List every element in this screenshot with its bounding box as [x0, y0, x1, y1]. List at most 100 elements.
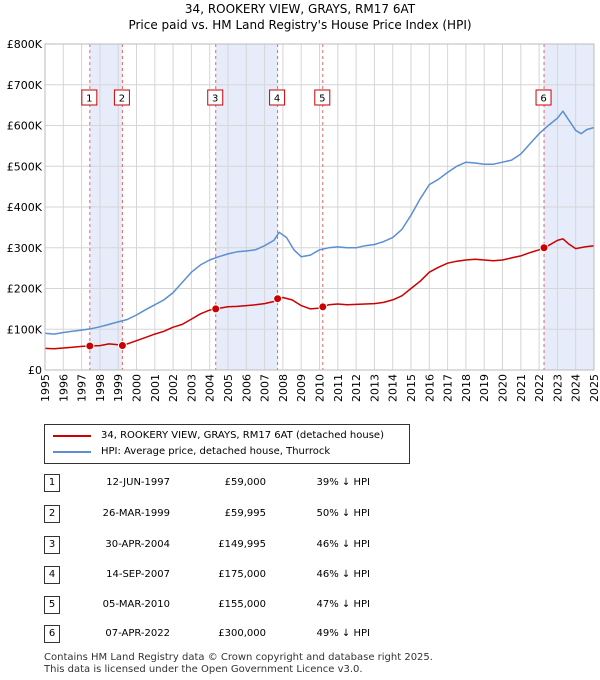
y-tick-label: £200K — [7, 283, 43, 296]
x-tick-label: 2019 — [478, 374, 491, 402]
x-tick-label: 2003 — [185, 374, 198, 402]
table-row: 3 30-APR-2004 £149,995 46% ↓ HPI — [0, 536, 600, 556]
x-tick-label: 2001 — [149, 374, 162, 402]
sale-date: 07-APR-2022 — [105, 628, 170, 639]
sale-hpi-diff: 39% ↓ HPI — [316, 477, 370, 488]
x-tick-label: 2008 — [277, 374, 290, 402]
x-tick-label: 2010 — [314, 374, 327, 402]
x-tick-label: 2023 — [551, 374, 564, 402]
sale-point — [273, 294, 283, 304]
sale-label-box — [207, 89, 224, 106]
y-tick-label: £300K — [7, 242, 43, 255]
sale-date: 12-JUN-1997 — [106, 477, 170, 488]
x-tick-label: 2006 — [240, 374, 253, 402]
x-tick-label: 2021 — [515, 374, 528, 402]
sale-number: 3 — [44, 536, 60, 554]
y-tick-label: £400K — [7, 201, 43, 214]
y-tick-label: £100K — [7, 323, 43, 336]
y-tick-label: £700K — [7, 79, 43, 92]
sale-label-box — [81, 89, 98, 106]
sale-label-box — [113, 89, 130, 106]
sale-number: 6 — [44, 625, 60, 643]
sale-number: 2 — [44, 505, 60, 523]
y-tick-label: £600K — [7, 120, 43, 133]
x-tick-label: 2005 — [222, 374, 235, 402]
sale-number: 1 — [44, 474, 60, 492]
sale-price: £59,000 — [224, 477, 266, 488]
y-tick-label: £0 — [28, 364, 42, 377]
sale-price: £300,000 — [218, 628, 266, 639]
sale-label-number: 4 — [274, 94, 280, 105]
x-tick-label: 2004 — [204, 374, 217, 402]
x-tick-label: 1995 — [39, 374, 52, 402]
x-tick-label: 2014 — [387, 374, 400, 402]
sale-label-number: 3 — [212, 94, 218, 105]
footer-copyright: Contains HM Land Registry data © Crown c… — [44, 652, 433, 663]
legend: 34, ROOKERY VIEW, GRAYS, RM17 6AT (detac… — [44, 424, 410, 464]
sale-hpi-diff: 47% ↓ HPI — [316, 599, 370, 610]
x-tick-label: 2024 — [570, 374, 583, 402]
sale-date: 26-MAR-1999 — [102, 508, 170, 519]
sale-point — [211, 304, 221, 314]
sale-price: £149,995 — [218, 539, 266, 550]
sale-point — [117, 341, 127, 351]
sale-number: 5 — [44, 596, 60, 614]
sale-hpi-diff: 46% ↓ HPI — [316, 539, 370, 550]
x-tick-label: 2007 — [259, 374, 272, 402]
x-tick-label: 2015 — [405, 374, 418, 402]
x-tick-label: 2018 — [460, 374, 473, 402]
sale-price: £175,000 — [218, 569, 266, 580]
legend-label-hpi: HPI: Average price, detached house, Thur… — [101, 446, 331, 457]
chart-title: 34, ROOKERY VIEW, GRAYS, RM17 6AT — [184, 2, 416, 16]
sale-price: £59,995 — [224, 508, 266, 519]
y-tick-label: £800K — [7, 38, 43, 51]
series-line-hpi — [44, 110, 595, 335]
sale-date: 14-SEP-2007 — [106, 569, 170, 580]
legend-swatch-hpi — [53, 451, 91, 453]
x-tick-label: 2025 — [588, 374, 600, 402]
sale-hpi-diff: 46% ↓ HPI — [316, 569, 370, 580]
sale-price: £155,000 — [218, 599, 266, 610]
sale-hpi-diff: 50% ↓ HPI — [316, 508, 370, 519]
sale-point — [85, 341, 95, 351]
x-tick-label: 2020 — [497, 374, 510, 402]
table-row: 2 26-MAR-1999 £59,995 50% ↓ HPI — [0, 505, 600, 525]
x-tick-label: 2002 — [167, 374, 180, 402]
table-row: 4 14-SEP-2007 £175,000 46% ↓ HPI — [0, 566, 600, 586]
sale-date: 30-APR-2004 — [105, 539, 170, 550]
x-tick-label: 2012 — [350, 374, 363, 402]
table-row: 1 12-JUN-1997 £59,000 39% ↓ HPI — [0, 474, 600, 494]
sale-label-number: 5 — [319, 94, 325, 105]
sale-number: 4 — [44, 566, 60, 584]
table-row: 5 05-MAR-2010 £155,000 47% ↓ HPI — [0, 596, 600, 616]
x-tick-label: 2017 — [442, 374, 455, 402]
x-tick-label: 2000 — [131, 374, 144, 402]
x-tick-label: 1999 — [112, 374, 125, 402]
x-tick-label: 1996 — [57, 374, 70, 402]
sale-point — [539, 243, 549, 253]
chart-subtitle: Price paid vs. HM Land Registry's House … — [128, 18, 472, 32]
x-tick-label: 2022 — [533, 374, 546, 402]
plot-frame — [44, 43, 595, 371]
footer-license: This data is licensed under the Open Gov… — [44, 664, 363, 675]
sale-label-box — [314, 89, 331, 106]
sale-hpi-diff: 49% ↓ HPI — [316, 628, 370, 639]
x-tick-label: 1998 — [94, 374, 107, 402]
y-tick-label: £500K — [7, 160, 43, 173]
x-tick-label: 2013 — [368, 374, 381, 402]
sale-date: 05-MAR-2010 — [102, 599, 170, 610]
x-tick-label: 1997 — [76, 374, 89, 402]
legend-label-property: 34, ROOKERY VIEW, GRAYS, RM17 6AT (detac… — [101, 430, 384, 441]
x-tick-label: 2016 — [423, 374, 436, 402]
sale-point — [318, 302, 328, 312]
sale-label-number: 1 — [86, 94, 92, 105]
x-tick-label: 2011 — [332, 374, 345, 402]
sale-label-number: 6 — [540, 94, 546, 105]
sale-label-box — [535, 89, 552, 106]
table-row: 6 07-APR-2022 £300,000 49% ↓ HPI — [0, 625, 600, 645]
sale-label-number: 2 — [119, 94, 125, 105]
price-chart: 1 2 3 4 5 6 £0 £100K £200K £300K £400K £500K £600K £7… — [7, 38, 600, 402]
x-tick-label: 2009 — [295, 374, 308, 402]
sale-label-box — [269, 89, 286, 106]
legend-swatch-property — [53, 435, 91, 437]
